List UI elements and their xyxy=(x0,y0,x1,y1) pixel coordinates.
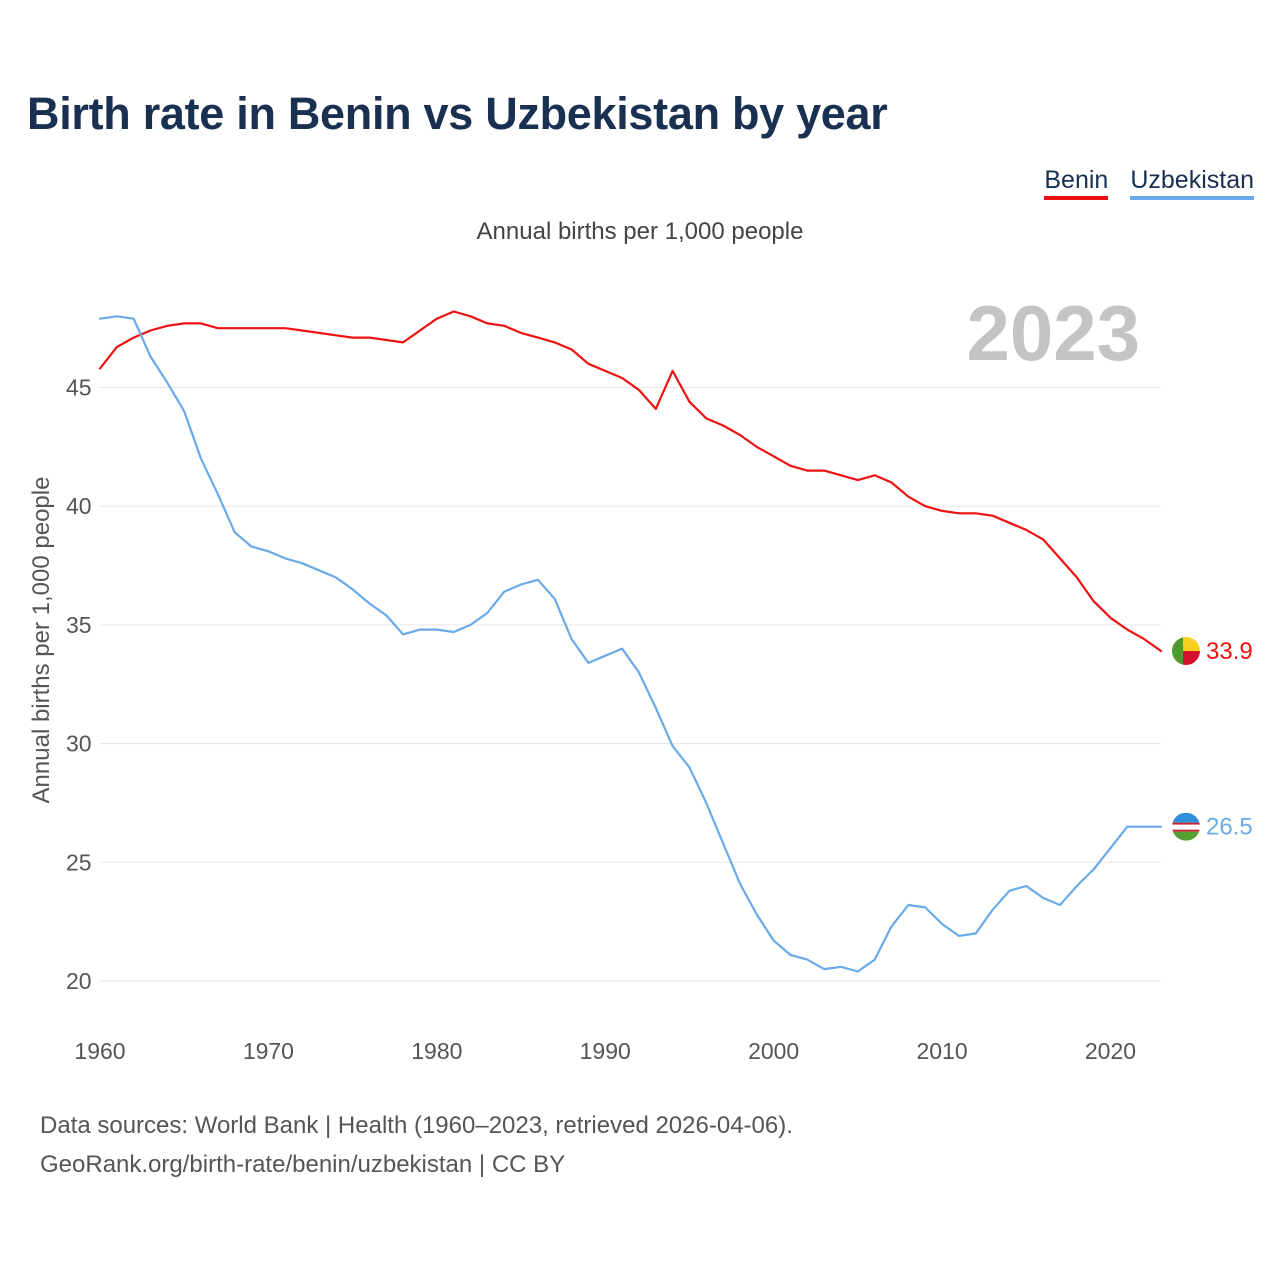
end-value-benin: 33.9 xyxy=(1206,638,1253,665)
series-line-uzbekistan xyxy=(98,315,1163,973)
legend-uzbekistan[interactable]: Uzbekistan xyxy=(1130,166,1254,200)
x-tick-label: 2000 xyxy=(748,1038,799,1064)
chart-subtitle: Annual births per 1,000 people xyxy=(476,218,804,245)
y-tick-label: 25 xyxy=(66,849,92,875)
uzbekistan-flag-green xyxy=(1172,831,1200,841)
y-tick-label: 40 xyxy=(66,493,92,519)
chart-title: Birth rate in Benin vs Uzbekistan by yea… xyxy=(27,88,888,139)
uzbekistan-flag-white xyxy=(1172,824,1200,830)
uzbekistan-flag-red-bottom xyxy=(1172,829,1200,832)
legend: Benin Uzbekistan xyxy=(1044,166,1254,200)
x-tick-label: 2010 xyxy=(916,1038,967,1064)
y-tick-label: 20 xyxy=(66,968,92,994)
source-line-2: GeoRank.org/birth-rate/benin/uzbekistan … xyxy=(40,1151,566,1178)
uzbekistan-flag-icon xyxy=(1172,812,1200,841)
x-tick-label: 1980 xyxy=(411,1038,462,1064)
benin-flag-icon xyxy=(1172,637,1200,666)
source-note: Data sources: World Bank | Health (1960–… xyxy=(40,1106,793,1184)
x-tick-label: 2020 xyxy=(1085,1038,1136,1064)
uzbekistan-flag-blue xyxy=(1172,812,1200,823)
benin-flag-yellow xyxy=(1183,637,1200,652)
y-tick-label: 30 xyxy=(66,731,92,757)
y-tick-label: 45 xyxy=(66,375,92,401)
benin-flag-green xyxy=(1172,637,1183,666)
x-tick-label: 1960 xyxy=(74,1038,125,1064)
year-label: 2023 xyxy=(966,289,1140,377)
legend-benin[interactable]: Benin xyxy=(1044,166,1109,200)
x-tick-label: 1970 xyxy=(243,1038,294,1064)
source-line-1: Data sources: World Bank | Health (1960–… xyxy=(40,1112,793,1139)
y-tick-label: 35 xyxy=(66,612,92,638)
benin-flag-red xyxy=(1183,651,1200,666)
uzbekistan-flag-red-top xyxy=(1172,822,1200,825)
x-tick-label: 1990 xyxy=(580,1038,631,1064)
end-value-uzbekistan: 26.5 xyxy=(1206,814,1253,841)
series-line-benin xyxy=(98,310,1163,653)
